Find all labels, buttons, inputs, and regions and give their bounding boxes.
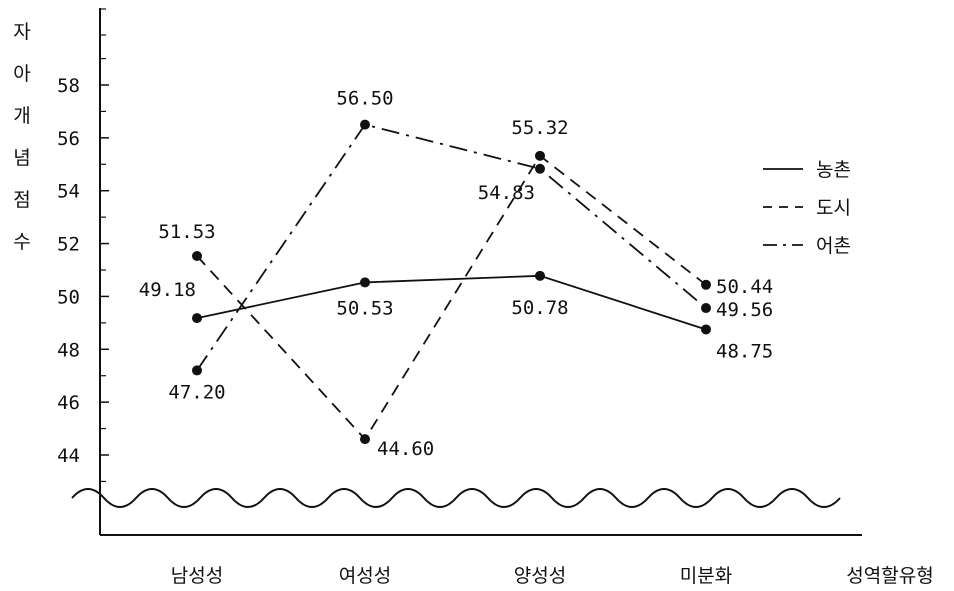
y-tick-label-46: 46 [57,392,80,414]
legend-label-도시: 도시 [816,197,851,219]
y-tick-label-44: 44 [57,445,80,467]
y-tick-label-56: 56 [57,128,80,150]
data-label-어촌-0: 47.20 [168,381,225,403]
data-point-도시-2 [535,150,545,161]
legend-label-어촌: 어촌 [816,235,851,257]
y-tick-label-48: 48 [57,339,80,361]
x-tick-label-2: 양성성 [514,565,566,587]
series-line-농촌 [196,274,707,331]
y-axis-label-char: 개 [13,105,30,127]
x-tick-label-0: 남성성 [171,565,223,587]
data-point-어촌-1 [360,119,370,130]
series-group [192,119,711,445]
y-tick-label-54: 54 [57,181,80,203]
y-axis-label-char: 자 [13,21,30,43]
legend-label-농촌: 농촌 [816,159,851,181]
data-label-도시-1: 44.60 [377,438,434,460]
data-label-도시-3: 50.44 [716,276,773,298]
data-label-어촌-2: 54.83 [478,182,535,204]
data-label-농촌-1: 50.53 [336,297,393,319]
data-point-농촌-0 [192,313,202,324]
data-label-도시-2: 55.32 [511,117,568,139]
data-label-어촌-1: 56.50 [336,88,393,110]
series-line-도시 [196,154,707,441]
y-tick-label-50: 50 [57,286,80,308]
data-point-농촌-1 [360,277,370,288]
x-tick-label-1: 여성성 [339,565,391,587]
data-point-농촌-3 [701,324,711,335]
axis-break-wave [71,488,841,508]
data-labels: 49.18 50.53 50.78 48.75 51.53 44.60 55.32 50.44… [139,88,773,460]
data-label-농촌-3: 48.75 [716,340,773,362]
data-label-도시-0: 51.53 [158,221,215,243]
series-line-어촌 [196,123,707,371]
data-point-농촌-2 [535,270,545,281]
y-axis-label-char: 념 [13,147,30,169]
data-point-어촌-0 [192,365,202,376]
data-point-어촌-2 [535,163,545,174]
y-axis-label-char: 점 [13,189,30,211]
y-axis-label-char: 수 [13,231,30,253]
x-tick-label-3: 미분화 [680,565,732,587]
data-label-어촌-3: 49.56 [716,299,773,321]
data-label-농촌-2: 50.78 [511,297,568,319]
data-point-도시-0 [192,250,202,261]
data-point-도시-3 [701,279,711,290]
axes: 44 46 48 50 52 54 56 58 남성성 여성성 양성성 미분화 성역할유형 [57,8,934,587]
y-axis-label-char: 아 [13,63,30,85]
data-point-어촌-3 [701,303,711,314]
x-axis-label: 성역할유형 [846,565,933,587]
data-point-도시-1 [360,434,370,445]
y-tick-label-52: 52 [57,234,80,256]
y-tick-label-58: 58 [57,75,80,97]
data-label-농촌-0: 49.18 [139,279,196,301]
